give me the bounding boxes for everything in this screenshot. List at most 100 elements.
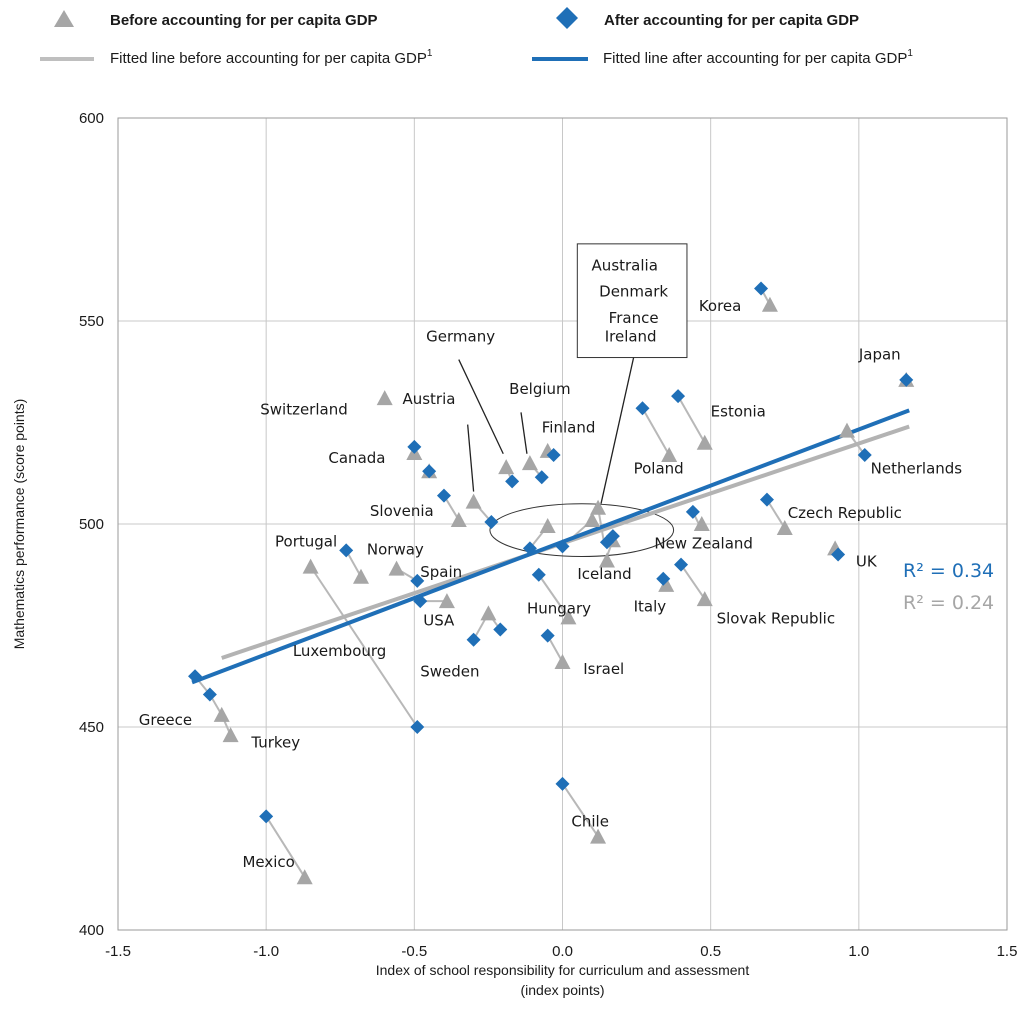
x-axis-title-line1: Index of school responsibility for curri… bbox=[376, 962, 750, 978]
r2-before-label: R² = 0.24 bbox=[903, 592, 994, 614]
before-point-triangle bbox=[598, 552, 615, 568]
country-label: Hungary bbox=[527, 599, 591, 617]
before-point-triangle bbox=[222, 727, 239, 743]
x-tick-label: -0.5 bbox=[401, 943, 427, 960]
axis-ticks: -1.5 -1.0 -0.5 0.0 0.5 1.0 1.5 400 450 500 550 600 bbox=[79, 110, 1017, 960]
legend-before-points-label: Before accounting for per capita GDP bbox=[110, 12, 378, 29]
x-axis-title-line2: (index points) bbox=[520, 982, 604, 998]
country-label: Czech Republic bbox=[788, 504, 902, 522]
after-point-diamond bbox=[466, 632, 481, 647]
country-label: Turkey bbox=[250, 733, 300, 751]
country-label: Korea bbox=[699, 297, 742, 315]
country-label: Japan bbox=[858, 346, 901, 364]
after-point-diamond bbox=[436, 488, 451, 503]
before-after-connector bbox=[680, 564, 706, 600]
before-after-connector bbox=[537, 574, 570, 618]
leader-line bbox=[520, 412, 528, 454]
after-point-diamond bbox=[202, 687, 217, 702]
before-after-connector bbox=[677, 395, 706, 444]
leader-line bbox=[600, 357, 635, 504]
country-label: Switzerland bbox=[260, 400, 348, 418]
before-point-triangle bbox=[521, 455, 538, 471]
before-point-triangle bbox=[584, 511, 601, 527]
after-point-diamond bbox=[493, 622, 508, 637]
after-point-diamond bbox=[671, 389, 686, 404]
country-label: Spain bbox=[420, 563, 462, 581]
box-country-label: Ireland bbox=[605, 327, 657, 345]
box-country-label: Denmark bbox=[599, 283, 668, 301]
before-point-triangle bbox=[480, 605, 497, 621]
before-point-triangle bbox=[693, 516, 710, 531]
before-point-triangle bbox=[498, 459, 515, 475]
y-tick-label: 600 bbox=[79, 110, 104, 127]
country-label: Greece bbox=[139, 711, 192, 729]
after-point-diamond bbox=[899, 372, 914, 387]
fitted-line-after bbox=[191, 408, 910, 685]
plot-area-frame bbox=[117, 117, 1008, 931]
country-label: Germany bbox=[426, 327, 495, 345]
country-label: Belgium bbox=[509, 380, 571, 398]
x-tick-label: 1.5 bbox=[997, 943, 1018, 960]
x-tick-label: 0.5 bbox=[700, 943, 721, 960]
annotation-ellipse bbox=[489, 503, 675, 557]
before-point-triangle bbox=[661, 446, 678, 462]
before-after-connector bbox=[641, 407, 671, 456]
y-tick-label: 550 bbox=[79, 313, 104, 330]
legend-before-line-text: Fitted line before accounting for per ca… bbox=[110, 50, 427, 67]
country-label: USA bbox=[423, 612, 455, 630]
before-point-triangle bbox=[838, 422, 855, 438]
after-point-diamond bbox=[505, 474, 520, 489]
legend-after-line-text: Fitted line after accounting for per cap… bbox=[603, 50, 907, 67]
before-point-triangle bbox=[388, 560, 405, 576]
country-label: Portugal bbox=[275, 532, 337, 550]
after-point-diamond bbox=[546, 447, 561, 462]
after-point-diamond bbox=[635, 401, 650, 416]
before-point-triangle bbox=[376, 390, 393, 406]
after-point-diamond bbox=[857, 447, 872, 462]
fitted-lines bbox=[191, 408, 910, 685]
annotations bbox=[458, 243, 688, 557]
before-point-triangle bbox=[776, 520, 793, 536]
leader-line bbox=[467, 424, 475, 492]
before-point-triangle bbox=[590, 828, 607, 844]
before-after-connector bbox=[265, 815, 306, 878]
country-label: Slovenia bbox=[370, 502, 434, 520]
before-point-triangle bbox=[465, 493, 482, 509]
after-point-diamond bbox=[759, 492, 774, 507]
after-point-diamond bbox=[674, 557, 689, 572]
country-label: Estonia bbox=[711, 402, 766, 420]
country-label: Slovak Republic bbox=[717, 609, 836, 627]
before-after-connector bbox=[309, 566, 419, 728]
box-country-label: Australia bbox=[592, 256, 658, 274]
country-label: Italy bbox=[634, 597, 667, 615]
y-tick-label: 450 bbox=[79, 719, 104, 736]
annotation-box bbox=[576, 243, 688, 359]
x-tick-label: 1.0 bbox=[848, 943, 869, 960]
legend-after-line-label: Fitted line after accounting for per cap… bbox=[603, 48, 913, 67]
after-point-diamond bbox=[410, 720, 425, 734]
before-after-connector bbox=[766, 499, 786, 529]
legend-before-footnote: 1 bbox=[427, 48, 433, 59]
country-label: Sweden bbox=[420, 662, 479, 680]
after-point-diamond bbox=[656, 571, 671, 586]
before-point-triangle bbox=[296, 869, 313, 885]
legend-before-triangle-icon bbox=[54, 10, 74, 27]
before-after-connectors bbox=[194, 288, 907, 878]
country-label: Canada bbox=[328, 449, 385, 467]
after-point-diamond bbox=[422, 464, 437, 479]
gridlines bbox=[118, 118, 1007, 930]
after-point-diamond bbox=[410, 573, 425, 588]
x-tick-label: -1.0 bbox=[253, 943, 279, 960]
country-label: New Zealand bbox=[654, 534, 753, 552]
before-point-triangle bbox=[590, 499, 607, 515]
before-point-triangle bbox=[352, 568, 369, 584]
after-point-diamond bbox=[540, 628, 555, 643]
after-point-diamond bbox=[831, 547, 846, 562]
after-point-diamond bbox=[605, 529, 620, 544]
after-point-diamond bbox=[188, 669, 203, 684]
y-tick-label: 400 bbox=[79, 922, 104, 939]
legend-after-points-label: After accounting for per capita GDP bbox=[604, 12, 859, 29]
before-point-triangle bbox=[539, 518, 556, 534]
before-point-triangle bbox=[560, 609, 577, 625]
